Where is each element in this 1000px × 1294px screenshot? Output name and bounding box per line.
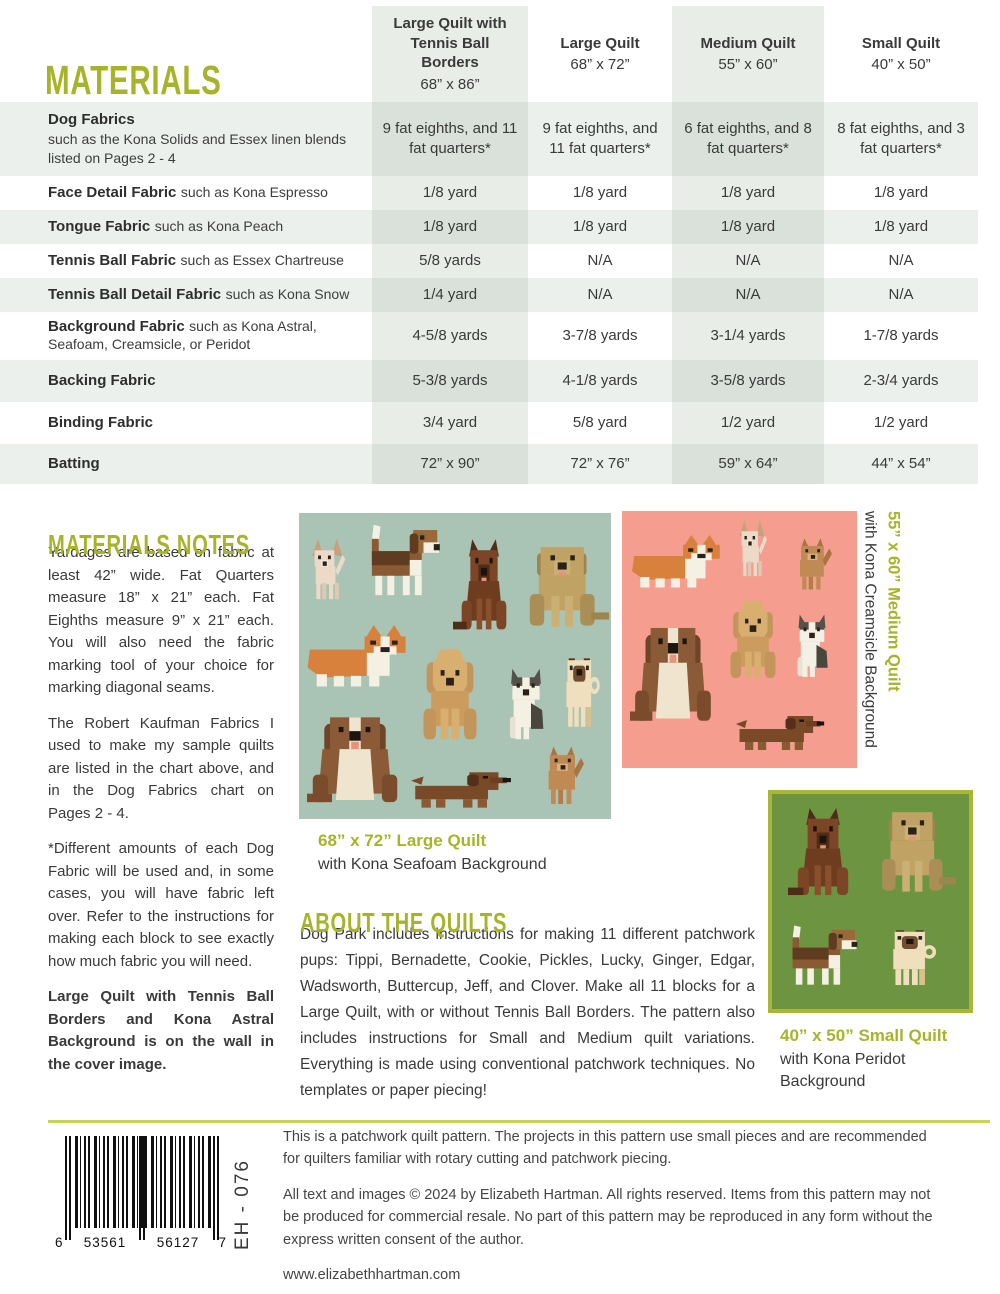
- cell-value: 3/4 yard: [422, 413, 478, 431]
- cell-value: 2-3/4 yards: [863, 371, 939, 389]
- row-label: Face Detail Fabric such as Kona Espresso: [48, 184, 328, 201]
- item-code: EH - 076: [232, 1159, 253, 1250]
- row-label: Tennis Ball Fabric such as Essex Chartre…: [48, 252, 344, 269]
- cell-value: 9 fat eighths, and 11 fat quarters*: [382, 119, 518, 157]
- pattern-note: This is a patchwork quilt pattern. The p…: [283, 1129, 927, 1168]
- table-row: Tennis Ball Fabric such as Essex Chartre…: [0, 244, 978, 278]
- dog-poodle-icon: [423, 649, 477, 740]
- row-label: Tennis Ball Detail Fabric such as Kona S…: [48, 286, 350, 303]
- column-header: Medium Quilt 55” x 60”: [700, 34, 796, 74]
- cell-value: 1/8 yard: [720, 217, 776, 235]
- about-title: ABOUT THE QUILTS: [300, 907, 508, 939]
- table-row: Dog Fabrics such as the Kona Solids and E…: [0, 102, 978, 176]
- cell-value: 1/8 yard: [422, 217, 478, 235]
- medium-quilt-illustration: [622, 511, 857, 768]
- materials-table: Large Quilt with Tennis Ball Borders 68” …: [0, 6, 978, 484]
- table-row: Tennis Ball Detail Fabric such as Kona S…: [0, 278, 978, 312]
- cell-value: 44” x 54”: [871, 454, 931, 472]
- cell-value: 3-1/4 yards: [710, 326, 786, 344]
- cell-value: 3-7/8 yards: [562, 326, 638, 344]
- cell-value: 72” x 90”: [420, 454, 480, 472]
- row-label: Background Fabric such as Kona Astral, S…: [48, 318, 317, 352]
- about-body: Dog Park includes instructions for makin…: [300, 926, 755, 1099]
- column-header: Large Quilt with Tennis Ball Borders 68” …: [393, 15, 507, 93]
- medium-quilt-caption: 55” x 60” Medium Quilt with Kona Creamsi…: [861, 511, 903, 748]
- table-row: Binding Fabric 3/4 yard 5/8 yard 1/2 yar…: [0, 402, 978, 444]
- cell-value: 1/8 yard: [572, 217, 628, 235]
- row-label: Tongue Fabric such as Kona Peach: [48, 218, 284, 235]
- cell-value: 5/8 yards: [419, 251, 481, 269]
- cell-value: 1/8 yard: [720, 183, 776, 201]
- small-quilt-caption: 40” x 50” Small Quilt with Kona Peridot …: [780, 1026, 948, 1091]
- footer-divider: [48, 1120, 990, 1123]
- cell-value: 9 fat eighths, and 11 fat quarters*: [542, 119, 658, 157]
- barcode: 6 53561 56127 7: [55, 1136, 227, 1250]
- table-column-band-3: [672, 6, 824, 484]
- large-quilt-illustration: [299, 513, 611, 819]
- cell-value: N/A: [735, 285, 761, 303]
- column-header: Large Quilt 68” x 72”: [560, 34, 640, 74]
- cell-value: 4-5/8 yards: [412, 326, 488, 344]
- cell-value: N/A: [587, 251, 613, 269]
- cell-value: 8 fat eighths, and 3 fat quarters*: [837, 119, 965, 157]
- row-label: Dog Fabrics such as the Kona Solids and E…: [48, 110, 347, 167]
- table-row: Backing Fabric 5-3/8 yards 4-1/8 yards 3…: [0, 360, 978, 402]
- cell-value: 1-7/8 yards: [863, 326, 939, 344]
- cell-value: 1/8 yard: [572, 183, 628, 201]
- cell-value: 3-5/8 yards: [710, 371, 786, 389]
- cell-value: 59” x 64”: [718, 454, 778, 472]
- cell-value: 4-1/8 yards: [562, 371, 638, 389]
- table-column-band-1: [372, 6, 528, 484]
- row-label: Batting: [48, 455, 100, 472]
- large-quilt-caption: 68” x 72” Large Quilt with Kona Seafoam …: [318, 831, 547, 873]
- barcode-bars: [65, 1136, 217, 1228]
- row-label: Binding Fabric: [48, 414, 153, 431]
- cell-value: N/A: [735, 251, 761, 269]
- cell-value: 72” x 76”: [570, 454, 630, 472]
- table-row: Background Fabric such as Kona Astral, S…: [0, 312, 978, 360]
- table-row: Batting 72” x 90” 72” x 76” 59” x 64” 44…: [0, 444, 978, 484]
- website-url: www.elizabethhartman.com: [283, 1267, 461, 1284]
- cell-value: N/A: [587, 285, 613, 303]
- cell-value: N/A: [888, 251, 914, 269]
- notes-emphasis-paragraph: Large Quilt with Tennis Ball Borders and…: [48, 988, 274, 1073]
- small-quilt-illustration: [768, 790, 973, 1013]
- materials-title: MATERIALS: [45, 57, 222, 104]
- materials-notes-title: MATERIALS NOTES: [48, 529, 250, 561]
- notes-paragraph: Yardages are based on fabric at least 42…: [48, 544, 274, 696]
- cell-value: 1/8 yard: [422, 183, 478, 201]
- fine-print: This is a patchwork quilt pattern. The p…: [283, 1126, 938, 1294]
- notes-paragraph: *Different amounts of each Dog Fabric wi…: [48, 840, 274, 970]
- dog-poodle-icon: [730, 600, 776, 678]
- cell-value: 5/8 yard: [572, 413, 628, 431]
- copyright-notice: All text and images © 2024 by Elizabeth …: [283, 1186, 933, 1248]
- notes-paragraph: The Robert Kaufman Fabrics I used to mak…: [48, 714, 274, 822]
- materials-notes-body: Yardages are based on fabric at least 42…: [48, 542, 274, 1089]
- cell-value: 1/2 yard: [873, 413, 929, 431]
- table-header-row: Large Quilt with Tennis Ball Borders 68” …: [0, 6, 978, 102]
- cell-value: 1/2 yard: [720, 413, 776, 431]
- cell-value: 5-3/8 yards: [412, 371, 488, 389]
- cell-value: 1/8 yard: [873, 217, 929, 235]
- table-row: Tongue Fabric such as Kona Peach 1/8 yar…: [0, 210, 978, 244]
- cell-value: 6 fat eighths, and 8 fat quarters*: [684, 119, 812, 157]
- table-row: Face Detail Fabric such as Kona Espresso…: [0, 176, 978, 210]
- column-header: Small Quilt 40” x 50”: [861, 34, 941, 74]
- cell-value: N/A: [888, 285, 914, 303]
- row-label: Backing Fabric: [48, 372, 156, 389]
- cell-value: 1/4 yard: [422, 285, 478, 303]
- cell-value: 1/8 yard: [873, 183, 929, 201]
